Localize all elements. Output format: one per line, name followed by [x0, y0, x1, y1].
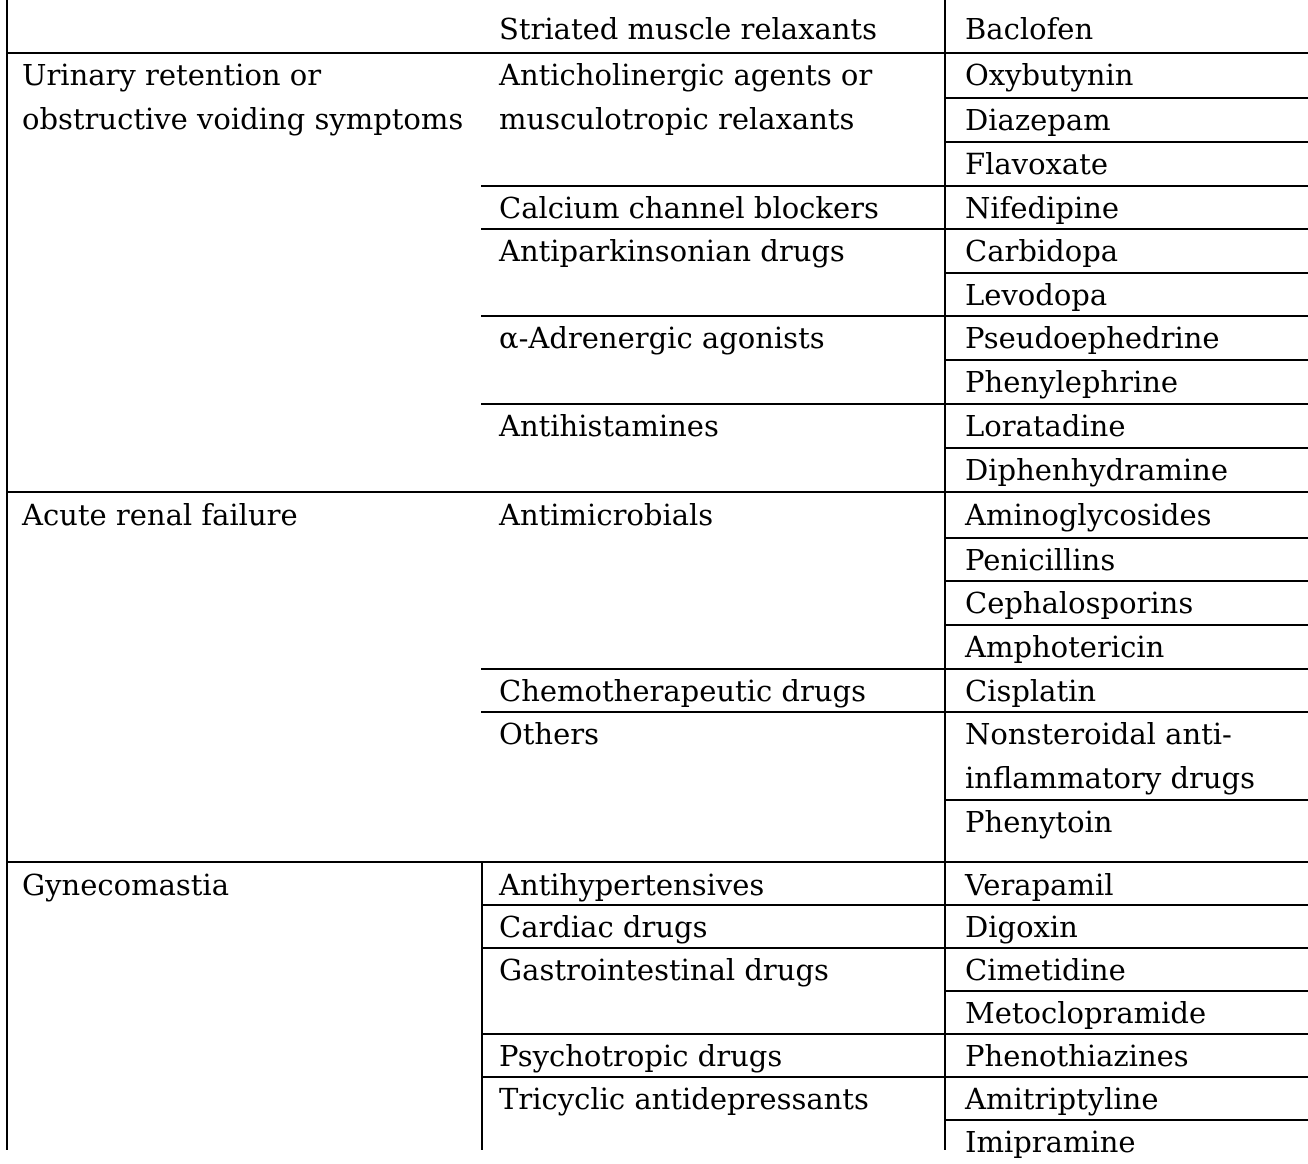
agent-cell: Diphenhydramine — [965, 453, 1228, 487]
class-separator — [481, 228, 1308, 230]
group-separator — [6, 861, 1308, 863]
drug-class-cell: Striated muscle relaxants — [499, 12, 877, 46]
agent-cell: Cimetidine — [965, 953, 1126, 987]
agent-separator — [944, 1119, 1308, 1121]
column-divider-class — [481, 862, 483, 1150]
drug-class-cell: Calcium channel blockers — [499, 191, 879, 225]
agent-separator — [944, 990, 1308, 992]
agent-cell: Phenylephrine — [965, 365, 1179, 399]
class-separator — [481, 1033, 1308, 1035]
drug-class-cell: α-Adrenergic agonists — [499, 321, 825, 355]
agent-cell: Amphotericin — [965, 630, 1165, 664]
agent-separator — [944, 447, 1308, 449]
agent-separator — [944, 141, 1308, 143]
group-separator — [6, 491, 1308, 493]
agent-cell: Penicillins — [965, 543, 1116, 577]
drug-class-cell: Cardiac drugs — [499, 910, 708, 944]
drug-class-cell: Anticholinergic agents or — [499, 58, 873, 92]
agent-cell: Diazepam — [965, 103, 1111, 137]
agent-cell: Nonsteroidal anti- — [965, 717, 1232, 751]
agent-cell: inflammatory drugs — [965, 761, 1255, 795]
class-separator — [481, 947, 1308, 949]
agent-cell: Verapamil — [965, 868, 1114, 902]
condition-cell: Urinary retention or — [22, 58, 322, 92]
agent-cell: Oxybutynin — [965, 58, 1134, 92]
drug-class-cell: Antimicrobials — [499, 498, 714, 532]
drug-class-cell: Others — [499, 717, 600, 751]
drug-class-cell: Antihypertensives — [499, 868, 765, 902]
class-separator — [481, 1076, 1308, 1078]
condition-cell: Gynecomastia — [22, 868, 229, 902]
drug-class-cell: Antihistamines — [499, 409, 719, 443]
table-left-border — [6, 0, 8, 1150]
drug-class-cell: Tricyclic antidepressants — [499, 1082, 869, 1116]
agent-separator — [944, 97, 1308, 99]
condition-cell: obstructive voiding symptoms — [22, 102, 464, 136]
condition-cell: Acute renal failure — [22, 498, 298, 532]
drug-class-cell: Chemotherapeutic drugs — [499, 674, 866, 708]
agent-cell: Metoclopramide — [965, 996, 1207, 1030]
agent-cell: Digoxin — [965, 910, 1078, 944]
agent-separator — [944, 624, 1308, 626]
agent-cell: Carbidopa — [965, 234, 1119, 268]
class-separator — [481, 711, 1308, 713]
drug-class-cell: Gastrointestinal drugs — [499, 953, 829, 987]
agent-cell: Phenothiazines — [965, 1039, 1189, 1073]
class-separator — [481, 904, 1308, 906]
agent-cell: Amitriptyline — [965, 1082, 1159, 1116]
class-separator — [481, 185, 1308, 187]
agent-separator — [944, 537, 1308, 539]
column-divider-agents — [944, 0, 946, 1150]
agent-cell: Cephalosporins — [965, 586, 1194, 620]
agent-cell: Loratadine — [965, 409, 1126, 443]
agent-separator — [944, 580, 1308, 582]
agent-cell: Pseudoephedrine — [965, 321, 1220, 355]
agent-cell: Flavoxate — [965, 147, 1108, 181]
drug-class-cell: Antiparkinsonian drugs — [499, 234, 845, 268]
group-separator — [6, 52, 1308, 54]
agent-cell: Imipramine — [965, 1125, 1136, 1159]
agent-cell: Nifedipine — [965, 191, 1120, 225]
agent-separator — [944, 799, 1308, 801]
agent-cell: Phenytoin — [965, 805, 1113, 839]
drug-class-cell: musculotropic relaxants — [499, 102, 855, 136]
class-separator — [481, 315, 1308, 317]
agent-separator — [944, 359, 1308, 361]
agent-cell: Aminoglycosides — [965, 498, 1212, 532]
class-separator — [481, 668, 1308, 670]
drug-class-cell: Psychotropic drugs — [499, 1039, 783, 1073]
agent-cell: Levodopa — [965, 278, 1108, 312]
agent-cell: Baclofen — [965, 12, 1094, 46]
class-separator — [481, 403, 1308, 405]
agent-cell: Cisplatin — [965, 674, 1097, 708]
agent-separator — [944, 272, 1308, 274]
